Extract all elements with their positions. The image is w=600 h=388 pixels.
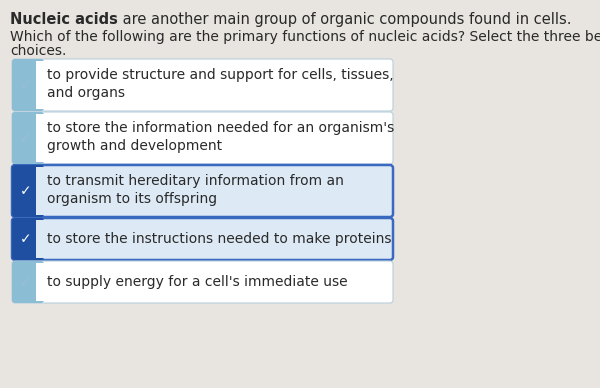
Text: choices.: choices. [10, 44, 67, 58]
Bar [36, 167, 46, 215]
Text: ✓: ✓ [20, 184, 32, 198]
Text: to store the information needed for an organism's: to store the information needed for an o… [47, 121, 394, 135]
Text: Nucleic acids: Nucleic acids [10, 12, 118, 27]
Text: ✓: ✓ [20, 131, 32, 145]
Text: growth and development: growth and development [47, 139, 222, 153]
Text: to provide structure and support for cells, tissues,: to provide structure and support for cel… [47, 68, 394, 82]
FancyBboxPatch shape [12, 112, 393, 164]
Bar [36, 61, 46, 109]
Text: organism to its offspring: organism to its offspring [47, 192, 217, 206]
FancyBboxPatch shape [12, 165, 44, 217]
FancyBboxPatch shape [12, 261, 44, 303]
FancyBboxPatch shape [12, 59, 44, 111]
Text: and organs: and organs [47, 86, 125, 100]
FancyBboxPatch shape [12, 165, 393, 217]
Text: ✓: ✓ [20, 232, 32, 246]
Text: Which of the following are the primary functions of nucleic acids? Select the th: Which of the following are the primary f… [10, 30, 600, 44]
FancyBboxPatch shape [12, 112, 44, 164]
Bar [36, 114, 46, 162]
Text: to transmit hereditary information from an: to transmit hereditary information from … [47, 174, 344, 188]
FancyBboxPatch shape [12, 218, 393, 260]
Bar [36, 220, 46, 258]
Text: to supply energy for a cell's immediate use: to supply energy for a cell's immediate … [47, 275, 347, 289]
Text: ✓: ✓ [20, 275, 32, 289]
FancyBboxPatch shape [12, 59, 393, 111]
FancyBboxPatch shape [12, 261, 393, 303]
FancyBboxPatch shape [12, 218, 44, 260]
Text: to store the instructions needed to make proteins: to store the instructions needed to make… [47, 232, 392, 246]
Bar [36, 263, 46, 301]
Text: ✓: ✓ [20, 78, 32, 92]
Text: are another main group of organic compounds found in cells.: are another main group of organic compou… [118, 12, 571, 27]
